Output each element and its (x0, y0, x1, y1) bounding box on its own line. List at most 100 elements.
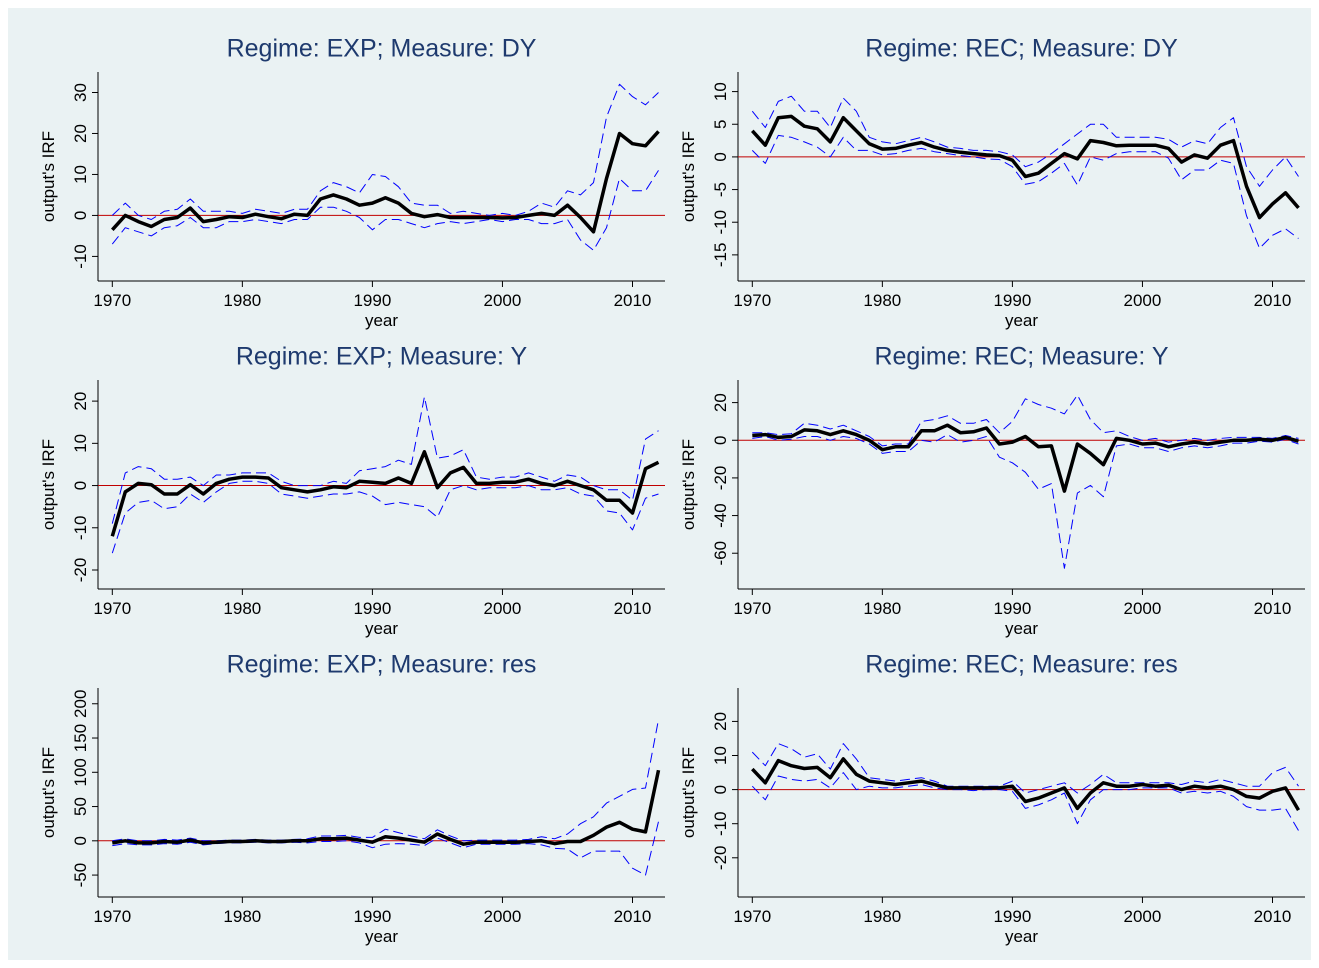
x-tick-label: 2000 (1124, 907, 1162, 926)
x-axis-label: year (1005, 927, 1038, 946)
panel-title: Regime: EXP; Measure: Y (236, 343, 528, 371)
series-line (112, 719, 659, 842)
panel: Regime: EXP; Measure: Y -20 -10 0 10 20 1970 19… (39, 343, 665, 638)
x-tick-label: 1990 (353, 907, 391, 926)
series-line (110, 450, 660, 537)
x-tick-label: 2000 (1124, 599, 1162, 618)
y-axis-label: output's IRF (679, 747, 698, 838)
y-tick-label: -10 (71, 515, 90, 540)
y-tick-label: 0 (71, 481, 90, 490)
y-tick-label: -50 (71, 863, 90, 888)
y-tick-label: 10 (71, 165, 90, 184)
y-tick-label: 20 (711, 712, 730, 731)
x-tick-label: 1970 (93, 291, 131, 310)
y-axis-label: output's IRF (39, 131, 58, 222)
series-line (751, 134, 1299, 249)
panel-title: Regime: REC; Measure: res (865, 651, 1178, 679)
y-tick-label: 5 (711, 120, 730, 129)
x-tick-label: 1980 (863, 599, 901, 618)
y-axis-label: output's IRF (39, 747, 58, 838)
series-line (751, 772, 1299, 831)
series-line (751, 743, 1299, 794)
x-tick-label: 1980 (223, 907, 261, 926)
x-tick-label: 1980 (223, 291, 261, 310)
series-line (751, 114, 1300, 220)
x-axis-label: year (365, 311, 398, 330)
series-line (752, 434, 1299, 569)
series-line (751, 95, 1299, 187)
series-line (112, 821, 659, 876)
x-tick-label: 1990 (993, 907, 1031, 926)
x-tick-label: 2010 (1254, 291, 1292, 310)
y-tick-label: -20 (711, 466, 730, 491)
x-axis-label: year (365, 927, 398, 946)
x-axis-label: year (365, 619, 398, 638)
x-tick-label: 1990 (353, 599, 391, 618)
panel: Regime: EXP; Measure: res -50 0 50 100 150 200… (39, 651, 665, 946)
y-tick-label: -10 (711, 811, 730, 836)
x-tick-label: 1990 (993, 599, 1031, 618)
y-tick-label: 50 (71, 797, 90, 816)
x-tick-label: 1970 (733, 599, 771, 618)
x-tick-label: 1990 (993, 291, 1031, 310)
x-tick-label: 2010 (614, 907, 652, 926)
y-tick-label: -10 (711, 210, 730, 235)
x-tick-label: 1970 (733, 907, 771, 926)
y-tick-label: 20 (71, 392, 90, 411)
panel-title: Regime: REC; Measure: DY (865, 35, 1178, 63)
panel-title: Regime: EXP; Measure: DY (227, 35, 537, 63)
y-tick-label: -10 (71, 244, 90, 269)
series-line (752, 394, 1299, 447)
x-tick-label: 2000 (484, 599, 522, 618)
y-axis-label: output's IRF (679, 131, 698, 222)
y-tick-label: 10 (711, 746, 730, 765)
x-tick-label: 2000 (484, 291, 522, 310)
y-tick-label: 0 (71, 836, 90, 845)
x-axis-label: year (1005, 619, 1038, 638)
x-axis-label: year (1005, 311, 1038, 330)
y-tick-label: 20 (71, 124, 90, 143)
y-tick-label: 30 (71, 83, 90, 102)
y-tick-label: -15 (711, 243, 730, 268)
series-line (752, 423, 1299, 493)
panel-title: Regime: EXP; Measure: res (227, 651, 537, 679)
y-tick-label: 100 (71, 758, 90, 786)
y-tick-label: 0 (711, 785, 730, 794)
y-tick-label: 150 (71, 724, 90, 752)
y-tick-label: -60 (711, 541, 730, 566)
y-tick-label: -40 (711, 503, 730, 528)
x-tick-label: 1980 (863, 907, 901, 926)
x-tick-label: 2000 (484, 907, 522, 926)
series-line (111, 83, 659, 220)
y-axis-label: output's IRF (679, 439, 698, 530)
series-line (111, 480, 659, 554)
y-tick-label: -20 (711, 846, 730, 871)
x-tick-label: 2000 (1124, 291, 1162, 310)
y-tick-label: 10 (711, 82, 730, 101)
y-tick-label: 10 (71, 434, 90, 453)
x-tick-label: 1990 (353, 291, 391, 310)
panel: Regime: REC; Measure: DY -15 -10 -5 0 5 10 1970… (679, 35, 1305, 330)
x-tick-label: 2010 (1254, 599, 1292, 618)
x-tick-label: 1980 (863, 291, 901, 310)
series-line (111, 130, 660, 234)
y-tick-label: 20 (711, 393, 730, 412)
y-tick-label: -5 (711, 182, 730, 197)
series-line (111, 170, 659, 251)
series-line (751, 757, 1301, 811)
panel: Regime: REC; Measure: res -20 -10 0 10 20 1970… (679, 651, 1305, 946)
x-tick-label: 1970 (733, 291, 771, 310)
y-tick-label: -20 (71, 558, 90, 583)
y-tick-label: 0 (711, 436, 730, 445)
x-tick-label: 2010 (1254, 907, 1292, 926)
panel-title: Regime: REC; Measure: Y (874, 343, 1168, 371)
y-tick-label: 0 (711, 152, 730, 161)
x-tick-label: 1980 (223, 599, 261, 618)
y-tick-label: 0 (71, 211, 90, 220)
background (8, 8, 1311, 960)
y-axis-label: output's IRF (39, 439, 58, 530)
series-line (112, 769, 661, 846)
x-tick-label: 1970 (93, 599, 131, 618)
